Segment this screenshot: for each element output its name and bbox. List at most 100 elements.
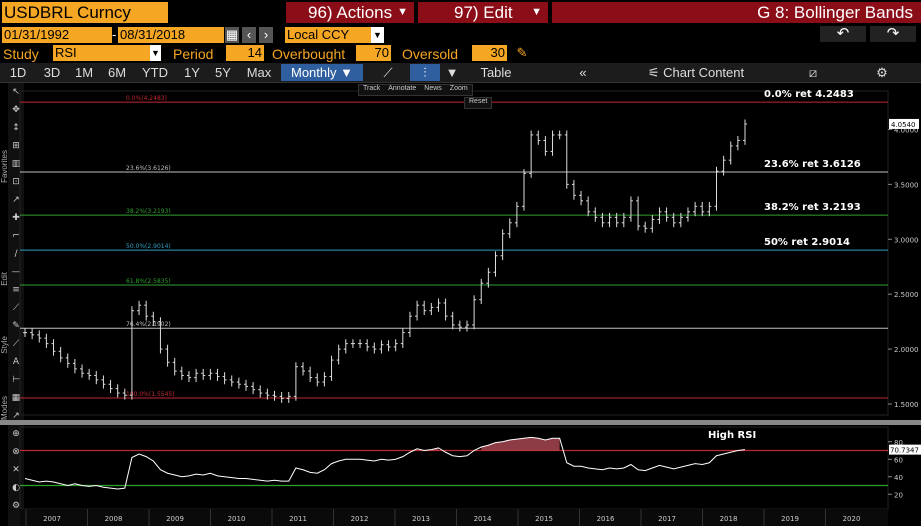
x-tick-label: 2010 (228, 515, 246, 523)
chart-content-button[interactable]: ⚟ Chart Content (636, 64, 756, 81)
edit-menu[interactable]: 97) Edit ▼ (418, 2, 548, 23)
tool-icon: ⊡ (12, 177, 20, 187)
date-range-bar: 01/31/1992 - 08/31/2018 ▦ ‹ › Local CCY … (0, 25, 921, 44)
chart-tools-strip: Track Annotate News Zoom (358, 84, 473, 96)
modes-side-label[interactable]: Modes (0, 396, 9, 421)
frequency-select[interactable]: Monthly ▼ (281, 64, 363, 81)
tool-icon: ⚙ (12, 501, 20, 511)
chart-content-icon: ⚟ (647, 65, 660, 80)
reset-tool[interactable]: Reset (464, 97, 493, 109)
caret-down-icon[interactable]: ▼ (445, 65, 459, 80)
caret-down-icon: ▼ (340, 65, 354, 80)
fib-level-label: 61.8%(2.5835) (126, 278, 171, 285)
chevron-right-icon[interactable]: › (259, 27, 273, 43)
period-1y[interactable]: 1Y (184, 65, 200, 80)
tool-icon: ✚ (12, 213, 20, 223)
redo-icon[interactable]: ↷ (870, 26, 916, 42)
period-max[interactable]: Max (246, 65, 272, 80)
collapse-icon[interactable]: « (579, 65, 587, 80)
frequency-label: Monthly (290, 65, 337, 80)
fib-level-label: 50.0%(2.9014) (126, 243, 171, 250)
edit-side-label[interactable]: Edit (0, 272, 9, 286)
fib-retracement-label: 0.0% ret 4.2483 (764, 89, 854, 100)
tool-icon: ✎ (12, 321, 20, 331)
high-rsi-annotation: High RSI (708, 430, 756, 441)
tool-icon: ⊞ (12, 141, 20, 151)
actions-label: 96) Actions (308, 3, 393, 22)
tool-icon: ⟋ (13, 303, 20, 313)
edit-label: 97) Edit (454, 3, 513, 22)
tool-icon: ↕ (12, 123, 20, 133)
tool-icon: — (12, 267, 21, 277)
x-tick-label: 2017 (658, 515, 676, 523)
tool-icon: ✕ (12, 465, 20, 475)
title-bar: USDBRL Curncy 96) Actions ▼ 97) Edit ▼ G… (0, 0, 921, 25)
period-3d[interactable]: 3D (43, 65, 61, 80)
fib-retracement-label: 50% ret 2.9014 (764, 237, 850, 248)
start-date-field[interactable]: 01/31/1992 (2, 27, 112, 43)
overbought-field[interactable]: 70 (356, 45, 391, 61)
actions-menu[interactable]: 96) Actions ▼ (286, 2, 414, 23)
ticker-field[interactable]: USDBRL Curncy (2, 2, 168, 23)
x-tick-label: 2018 (720, 515, 738, 523)
caret-down-icon[interactable]: ▼ (371, 27, 384, 43)
line-chart-icon[interactable]: ⟋ (383, 65, 393, 80)
last-rsi-label: 70.7347 (890, 447, 919, 455)
chevron-left-icon[interactable]: ‹ (242, 27, 256, 43)
y-tick-label: 1.5000 (894, 401, 919, 409)
caret-down-icon[interactable]: ▼ (150, 45, 161, 61)
last-price-label: 4.0540 (891, 121, 916, 129)
period-6m[interactable]: 6M (107, 65, 127, 80)
study-select[interactable]: RSI (53, 45, 150, 61)
undo-icon[interactable]: ↶ (820, 26, 866, 42)
fib-level-label: 23.6%(3.6126) (126, 165, 171, 172)
tool-icon: ↗ (12, 195, 20, 205)
title-banner: G 8: Bollinger Bands (552, 2, 921, 23)
period-field[interactable]: 14 (226, 45, 264, 61)
period-5y[interactable]: 5Y (215, 65, 231, 80)
currency-select[interactable]: Local CCY (285, 27, 371, 43)
y-tick-label: 3.0000 (894, 236, 919, 244)
favorites-side-label[interactable]: Favorites (0, 150, 9, 183)
gear-icon[interactable]: ⚙ (876, 65, 888, 80)
calendar-icon[interactable]: ▦ (225, 27, 239, 43)
end-date-field[interactable]: 08/31/2018 (118, 27, 224, 43)
rsi-line (24, 436, 746, 490)
rsi-overbought-area (481, 437, 560, 451)
page-title: G 8: Bollinger Bands (757, 3, 913, 22)
tool-icon: ⊗ (12, 447, 20, 457)
x-tick-label: 2011 (289, 515, 307, 523)
fib-level-label: 38.2%(3.2193) (126, 208, 171, 215)
news-tool[interactable]: News (424, 85, 442, 92)
period-ytd[interactable]: YTD (142, 65, 168, 80)
pencil-icon[interactable]: ✎ (516, 45, 528, 60)
oversold-field[interactable]: 30 (472, 45, 507, 61)
zoom-tool[interactable]: Zoom (449, 85, 468, 92)
track-tool[interactable]: Track (363, 85, 381, 92)
tool-icon: ↖ (12, 87, 20, 97)
y-tick-label: 3.5000 (894, 181, 919, 189)
x-tick-label: 2019 (781, 515, 799, 523)
x-tick-label: 2009 (166, 515, 184, 523)
style-side-label[interactable]: Style (0, 336, 9, 354)
period-label: Period (173, 45, 214, 62)
x-tick-label: 2015 (535, 515, 553, 523)
x-tick-label: 2014 (474, 515, 492, 523)
period-1m[interactable]: 1M (74, 65, 94, 80)
oversold-label: Oversold (402, 45, 459, 62)
edit-chart-icon[interactable]: ⧄ (808, 65, 818, 80)
rsi-tick-label: 60 (894, 456, 903, 464)
rsi-tick-label: 20 (894, 491, 903, 499)
table-button[interactable]: Table (480, 65, 512, 80)
x-tick-label: 2012 (351, 515, 369, 523)
tool-icon: ↗ (12, 411, 20, 421)
caret-down-icon: ▼ (531, 6, 542, 18)
caret-down-icon: ▼ (397, 6, 408, 18)
tool-icon: ⊢ (12, 375, 20, 385)
tool-icon: ∕ (14, 249, 18, 259)
study-label: Study (3, 45, 39, 62)
period-1d[interactable]: 1D (9, 65, 27, 80)
bar-chart-icon[interactable]: ⫶ (410, 64, 440, 81)
price-chart[interactable]: ↖ ✥ ↕ ⊞ ▥ ⊡ ↗ ✚ ⌐ ∕ — ≡ ⟋ ✎ ⟋ A ⊢ ▦ ↗ ⊕ ⊗ ✕ ◐ ⚙ 1.5000 2.0000 2.5… (0, 83, 921, 526)
annotate-tool[interactable]: Annotate (388, 85, 417, 92)
